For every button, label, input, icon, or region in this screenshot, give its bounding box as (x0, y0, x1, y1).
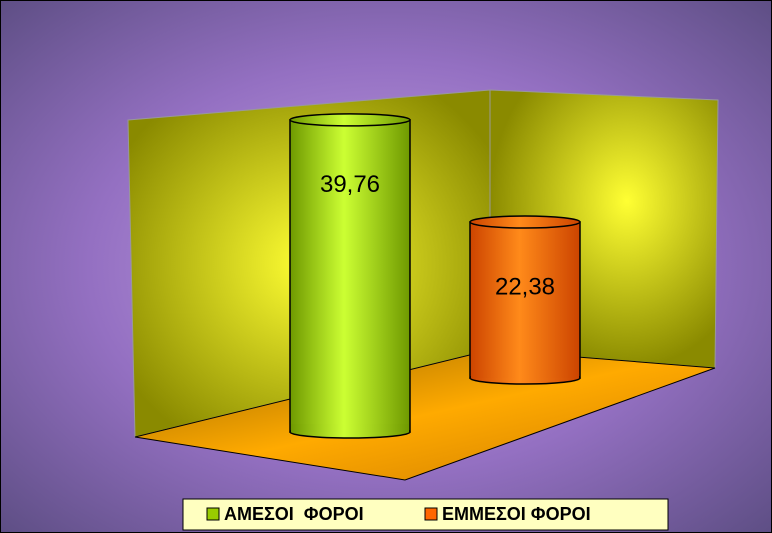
data-label: 22,38 (495, 273, 555, 300)
legend-label: ΕΜΜΕΣΟΙ ΦΟΡΟΙ (442, 504, 591, 524)
legend-label: ΑΜΕΣΟΙ ΦΟΡΟΙ (224, 504, 364, 524)
cylinder-cover (291, 424, 409, 432)
cylinder-cover (471, 370, 579, 378)
legend-swatch (206, 507, 220, 521)
cylinder-body (289, 119, 411, 433)
cylinder-top (469, 215, 581, 229)
legend-swatch (424, 507, 438, 521)
cylinder-body (469, 221, 581, 379)
cylinder-top (289, 113, 411, 127)
data-label: 39,76 (320, 171, 380, 198)
